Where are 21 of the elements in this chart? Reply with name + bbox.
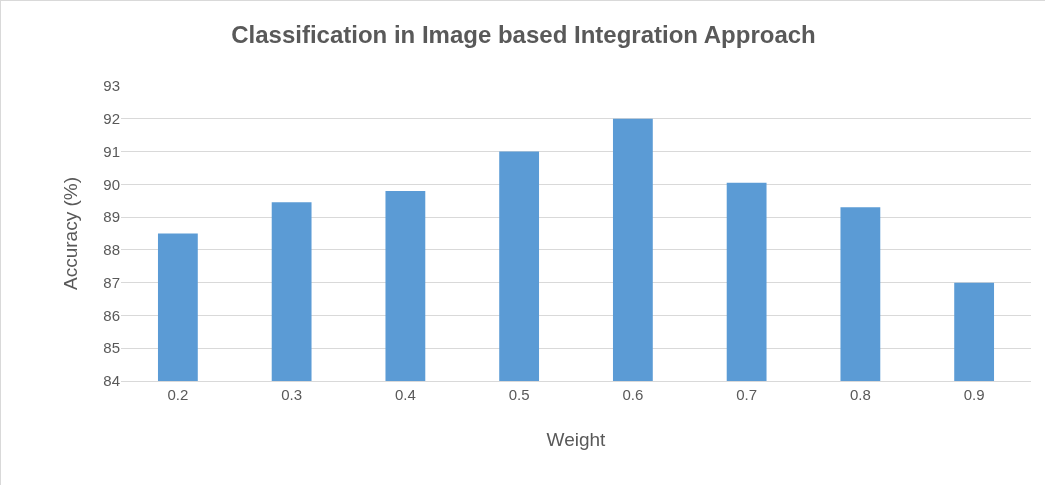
x-tick-label: 0.5 bbox=[508, 386, 530, 403]
x-tick-label: 0.9 bbox=[963, 386, 985, 403]
x-tick-label: 0.7 bbox=[736, 386, 758, 403]
y-tick-label: 87 bbox=[103, 273, 120, 291]
x-tick-label: 0.2 bbox=[167, 386, 189, 403]
x-tick-label: 0.8 bbox=[849, 386, 871, 403]
chart-title: Classification in Image based Integration Approach bbox=[231, 21, 816, 49]
y-tick-label: 88 bbox=[103, 241, 120, 259]
y-tick-label: 91 bbox=[103, 142, 120, 160]
x-tick-label: 0.6 bbox=[622, 386, 644, 403]
y-tick-label: 85 bbox=[103, 339, 120, 357]
y-tick-label: 89 bbox=[103, 208, 120, 226]
y-tick-label: 90 bbox=[103, 175, 120, 193]
x-tick-label: 0.3 bbox=[281, 386, 303, 403]
y-tick-label: 84 bbox=[103, 372, 120, 390]
x-tick-label: 0.4 bbox=[394, 386, 416, 403]
y-tick-label: 86 bbox=[103, 306, 120, 324]
y-tick-label: 92 bbox=[103, 110, 120, 128]
y-axis-title: Accuracy (%) bbox=[60, 177, 82, 290]
y-tick-label: 93 bbox=[103, 77, 120, 95]
x-axis-title: Weight bbox=[546, 428, 607, 450]
